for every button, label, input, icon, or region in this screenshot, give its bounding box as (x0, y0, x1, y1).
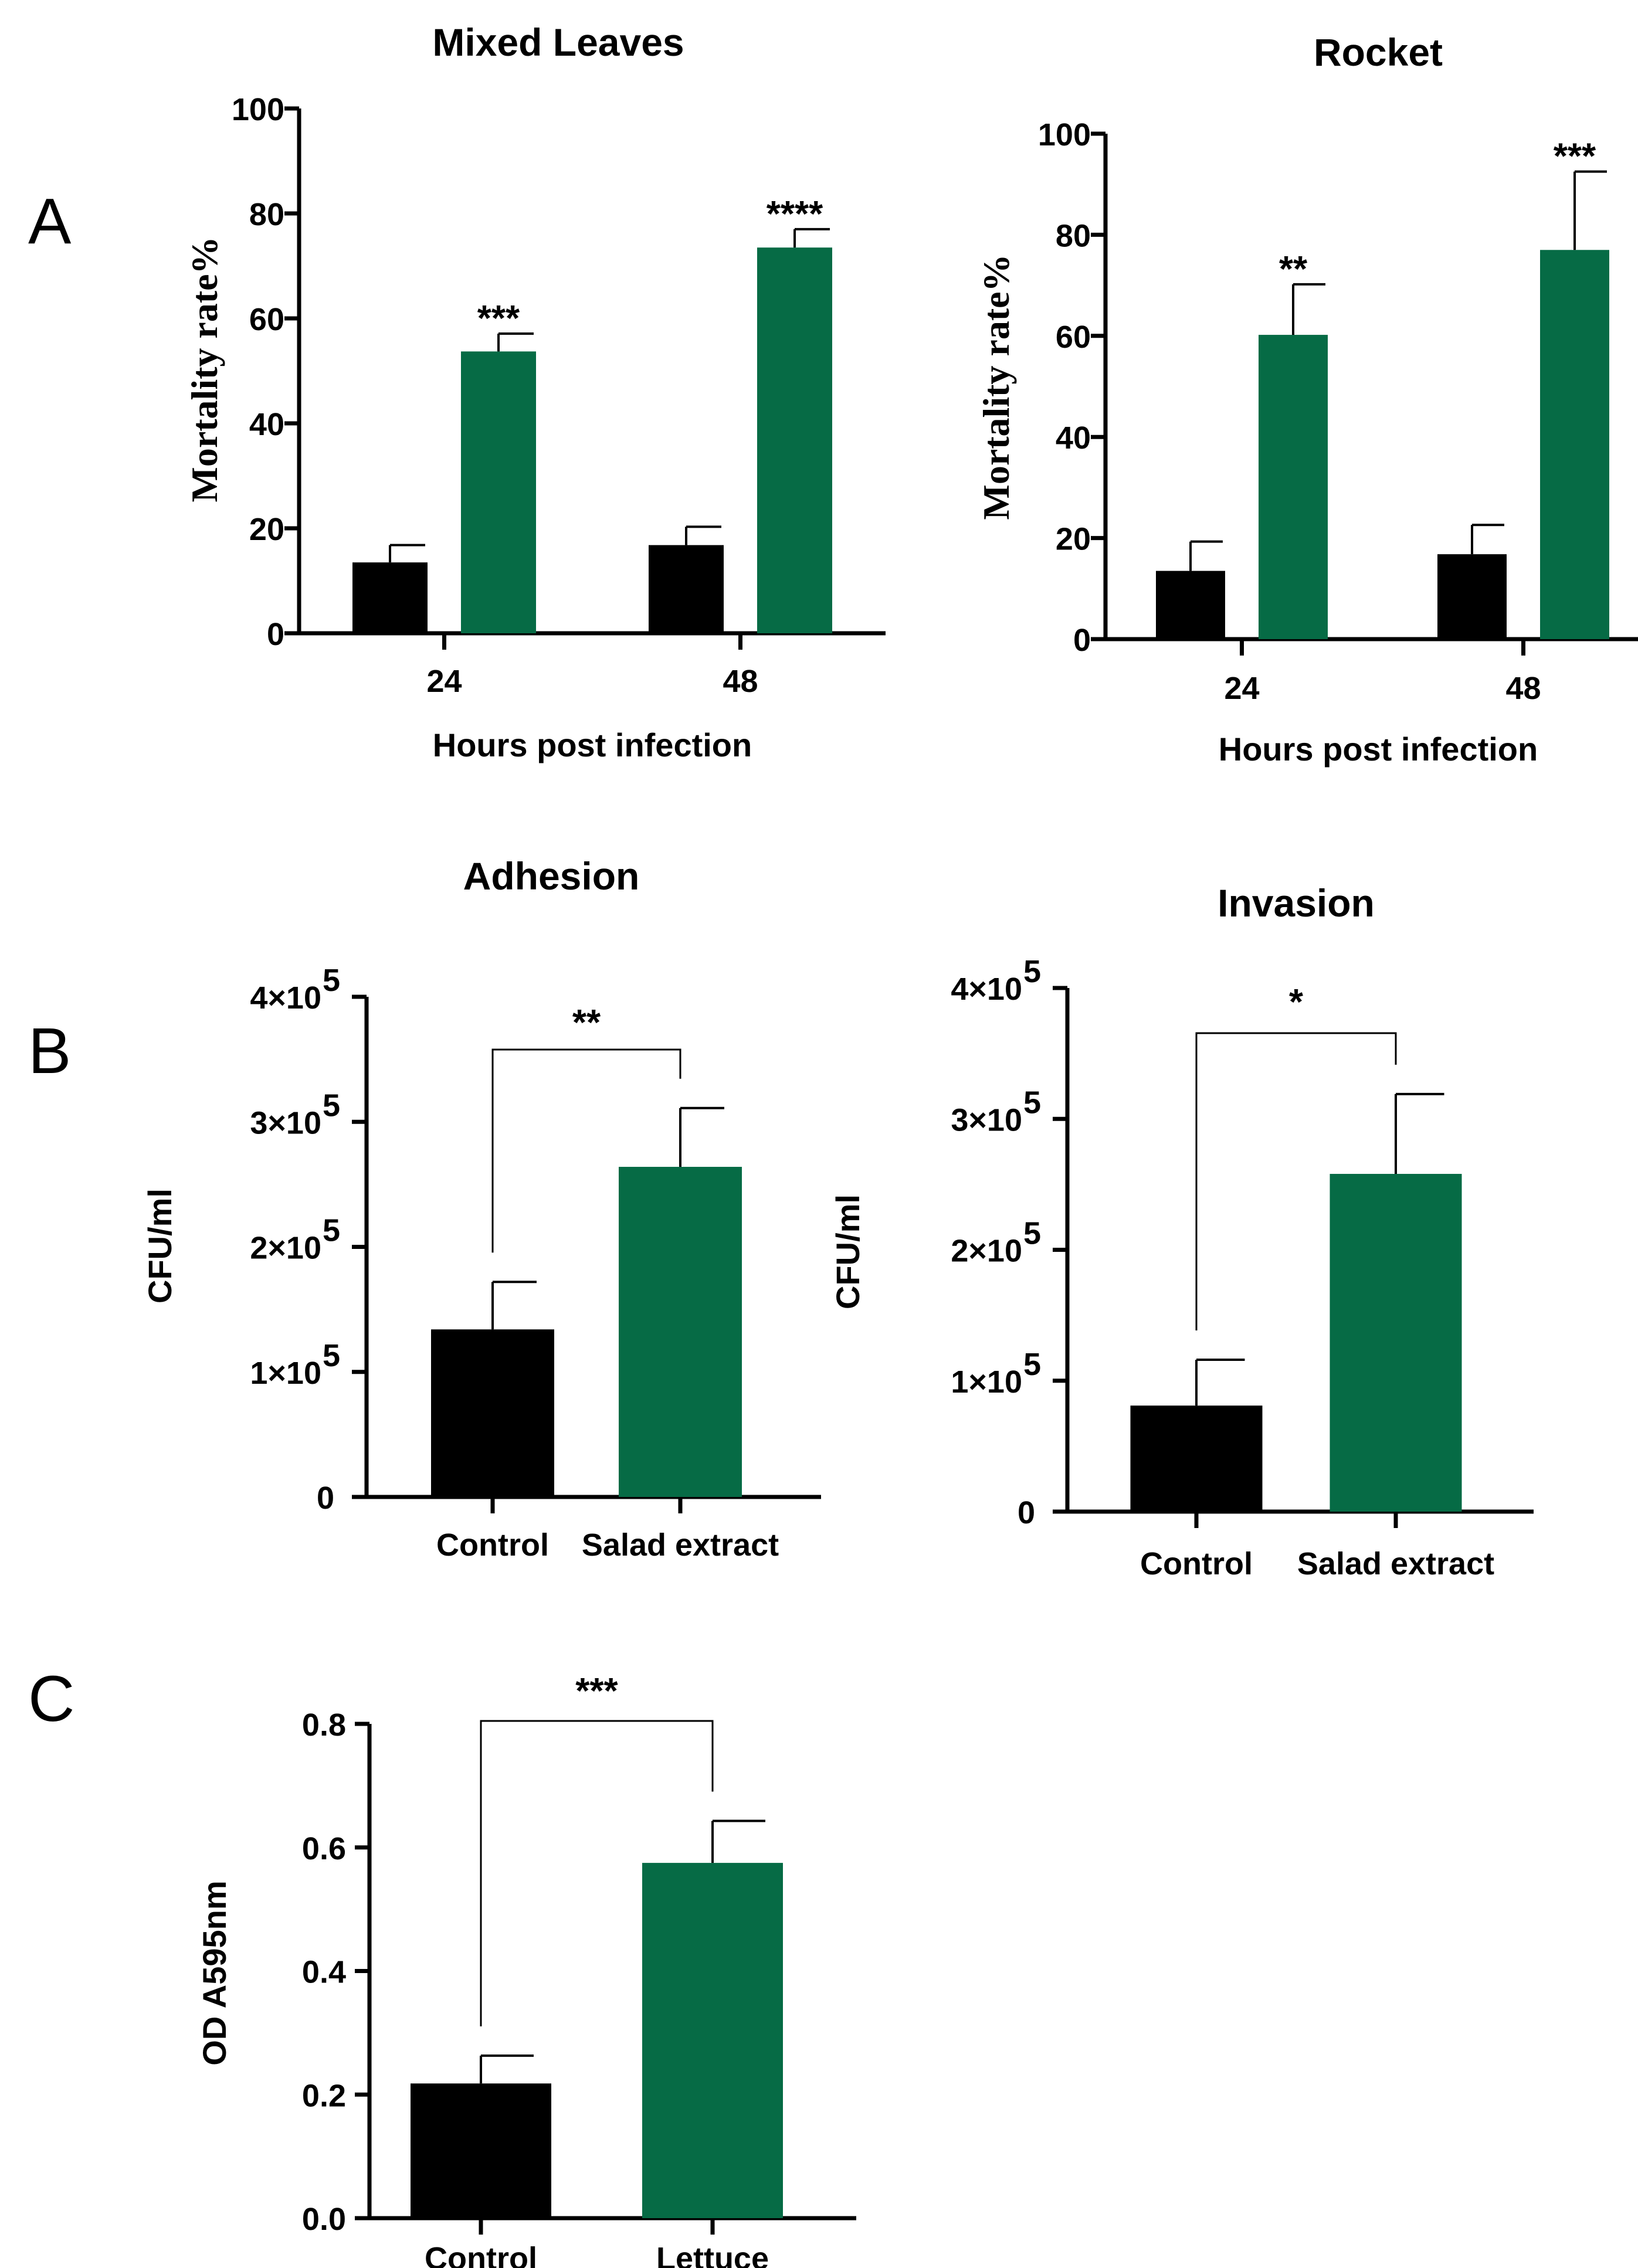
y-tick-label: 4×10 (250, 980, 321, 1016)
bar-control (649, 545, 724, 633)
y-tick-exponent: 5 (1023, 1347, 1041, 1382)
y-tick-label: 0 (1073, 623, 1091, 658)
y-axis-title: Mortality rate% (975, 254, 1017, 520)
significance-marker: * (1289, 982, 1304, 1023)
y-tick-label: 2×10 (250, 1231, 321, 1266)
y-tick-label: 20 (1056, 522, 1091, 557)
y-axis-title: Mortality rate% (184, 236, 225, 502)
significance-marker: ** (572, 1003, 601, 1043)
x-tick-label: Lettuce (656, 2241, 769, 2268)
y-tick-exponent: 5 (1023, 1085, 1041, 1120)
y-tick-label: 1×10 (951, 1364, 1022, 1400)
chart-title: Invasion (1218, 881, 1375, 925)
x-axis-title: Hours post infection (433, 726, 752, 763)
bar-control (411, 2083, 551, 2218)
bar-control (1130, 1405, 1263, 1512)
y-tick-label: 0.4 (302, 1955, 346, 1990)
y-tick-label: 100 (232, 92, 284, 127)
y-tick-label: 80 (1056, 218, 1091, 253)
significance-marker: ** (1279, 249, 1308, 290)
y-tick-label: 100 (1038, 117, 1091, 152)
y-tick-label: 0.0 (302, 2202, 346, 2237)
y-tick-label: 80 (249, 197, 284, 232)
y-axis-title: CFU/ml (141, 1189, 178, 1303)
y-tick-label: 0 (317, 1481, 334, 1516)
bar-control (431, 1329, 554, 1497)
y-tick-label: 20 (249, 512, 284, 547)
significance-bracket (491, 1048, 681, 1253)
bar-control (352, 562, 428, 633)
chart-title: Rocket (1314, 30, 1443, 74)
x-tick-label: Salad extract (1297, 1546, 1494, 1581)
y-tick-label: 1×10 (250, 1356, 321, 1391)
significance-marker: **** (767, 194, 823, 235)
panel-label-b: B (28, 1015, 71, 1087)
bar-treated (1259, 335, 1328, 639)
y-axis-title: OD A595nm (196, 1880, 233, 2065)
chart-biofilm: 0.0 0.2 0.4 0.6 0.8 OD A595nm Control Lettuce **… (196, 1671, 856, 2268)
y-tick-exponent: 5 (323, 1088, 340, 1123)
x-tick-label: Salad extract (582, 1527, 779, 1563)
significance-marker: *** (477, 298, 520, 339)
bar-treated (619, 1167, 742, 1497)
y-tick-label: 60 (249, 302, 284, 337)
y-tick-label: 0 (1018, 1495, 1035, 1530)
significance-marker: *** (575, 1671, 618, 1712)
y-tick-label: 2×10 (951, 1234, 1022, 1269)
panel-label-c: C (28, 1663, 74, 1735)
y-tick-exponent: 5 (323, 963, 340, 998)
x-tick-label: 48 (723, 664, 758, 699)
y-tick-label: 0.8 (302, 1707, 346, 1743)
y-tick-exponent: 5 (323, 1213, 340, 1248)
y-tick-label: 0.6 (302, 1831, 346, 1866)
x-tick-label: 24 (426, 664, 462, 699)
x-tick-label: 48 (1505, 671, 1541, 706)
significance-marker: *** (1554, 137, 1596, 177)
y-tick-exponent: 5 (1023, 954, 1041, 989)
x-tick-label: Control (436, 1527, 549, 1563)
chart-mixed-leaves: Mixed Leaves 0 20 40 60 80 100 Mortality rate% 2… (184, 21, 886, 763)
x-tick-label: Control (1140, 1546, 1253, 1581)
y-tick-exponent: 5 (1023, 1216, 1041, 1251)
y-tick-label: 4×10 (951, 972, 1022, 1007)
y-tick-label: 3×10 (250, 1105, 321, 1140)
y-tick-label: 40 (1056, 420, 1091, 456)
bar-control (1437, 554, 1507, 639)
bar-treated (461, 351, 536, 633)
y-tick-label: 40 (249, 407, 284, 442)
y-tick-label: 0 (267, 617, 284, 652)
chart-title: Adhesion (463, 854, 640, 898)
x-tick-label: Control (425, 2241, 537, 2268)
y-tick-exponent: 5 (323, 1338, 340, 1373)
panel-label-a: A (28, 185, 72, 257)
y-axis-title: CFU/ml (829, 1194, 866, 1309)
y-tick-label: 60 (1056, 320, 1091, 355)
significance-bracket (480, 1720, 714, 2026)
bar-treated (757, 247, 832, 633)
x-axis-title: Hours post infection (1219, 731, 1538, 768)
y-tick-label: 3×10 (951, 1102, 1022, 1138)
chart-title: Mixed Leaves (432, 21, 684, 64)
bar-treated (1330, 1174, 1462, 1512)
y-tick-label: 0.2 (302, 2078, 346, 2113)
bar-control (1156, 571, 1225, 639)
bar-treated (1540, 250, 1609, 639)
x-tick-label: 24 (1224, 671, 1259, 706)
bar-treated (642, 1863, 783, 2218)
significance-bracket (1195, 1032, 1397, 1331)
